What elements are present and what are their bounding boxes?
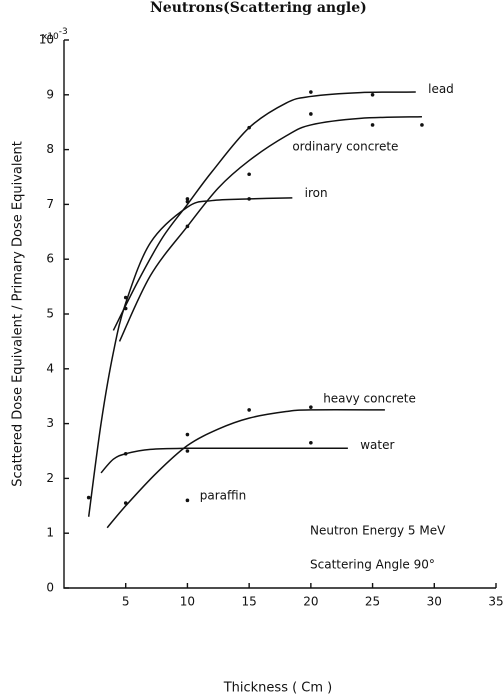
series-label: iron — [305, 186, 328, 200]
series-label: ordinary concrete — [292, 139, 398, 153]
y-tick-label: 10 — [39, 33, 54, 47]
data-point — [309, 405, 313, 409]
y-tick-label: 8 — [46, 142, 54, 156]
data-point — [420, 123, 424, 127]
y-tick-label: 6 — [46, 252, 54, 266]
y-tick-label: 1 — [46, 526, 54, 540]
y-tick-label: 0 — [46, 581, 54, 595]
data-point — [185, 199, 190, 204]
x-tick-label: 5 — [122, 595, 130, 609]
data-point — [370, 123, 375, 127]
y-tick-label: 9 — [46, 87, 54, 101]
data-point — [185, 197, 190, 201]
data-point — [247, 172, 251, 177]
fitted-curve — [112, 91, 416, 331]
x-tick-label: 35 — [488, 595, 503, 609]
data-point — [309, 112, 313, 116]
y-tick-label: 3 — [46, 416, 54, 430]
fitted-curve — [100, 447, 348, 474]
data-point — [370, 93, 375, 97]
y-tick-label: 2 — [46, 471, 54, 485]
axes — [63, 40, 496, 589]
y-tick-label: 4 — [46, 361, 54, 375]
y-tick-label: 5 — [46, 307, 54, 321]
data-point — [247, 408, 251, 412]
x-tick-label: 25 — [365, 595, 380, 609]
multiplier-base: x10 — [42, 32, 59, 42]
fitted-curve — [87, 197, 293, 517]
data-point — [185, 449, 190, 453]
data-point — [86, 495, 91, 500]
series-label: lead — [428, 82, 454, 96]
annotation: Neutron Energy 5 MeV — [310, 524, 446, 538]
series-label: water — [360, 438, 394, 452]
data-point — [185, 224, 190, 229]
fitted-curve — [118, 115, 422, 342]
x-tick-label: 30 — [427, 595, 442, 609]
data-point — [247, 197, 251, 201]
data-point — [185, 498, 190, 503]
x-axis-label: Thickness ( Cm ) — [223, 681, 333, 696]
x-tick-label: 10 — [180, 595, 195, 609]
data-point — [123, 451, 128, 456]
multiplier-exponent: -3 — [59, 27, 68, 37]
data-point — [309, 90, 313, 94]
y-tick-label: 7 — [46, 197, 54, 211]
data-point — [123, 501, 128, 505]
x-tick-label: 20 — [303, 595, 318, 609]
x-tick-label: 15 — [242, 595, 257, 609]
data-point — [247, 125, 251, 130]
y-axis-label: Scattered Dose Equivalent / Primary Dose… — [11, 141, 26, 487]
chart-title: Neutrons(Scattering angle) — [150, 0, 367, 16]
y-multiplier: x10-3 — [42, 27, 68, 42]
series-label: paraffin — [200, 488, 246, 502]
series-label: heavy concrete — [323, 391, 416, 405]
fitted-curve — [106, 409, 385, 529]
data-point — [185, 432, 190, 437]
data-point — [309, 440, 313, 445]
annotation: Scattering Angle 90° — [310, 558, 435, 572]
